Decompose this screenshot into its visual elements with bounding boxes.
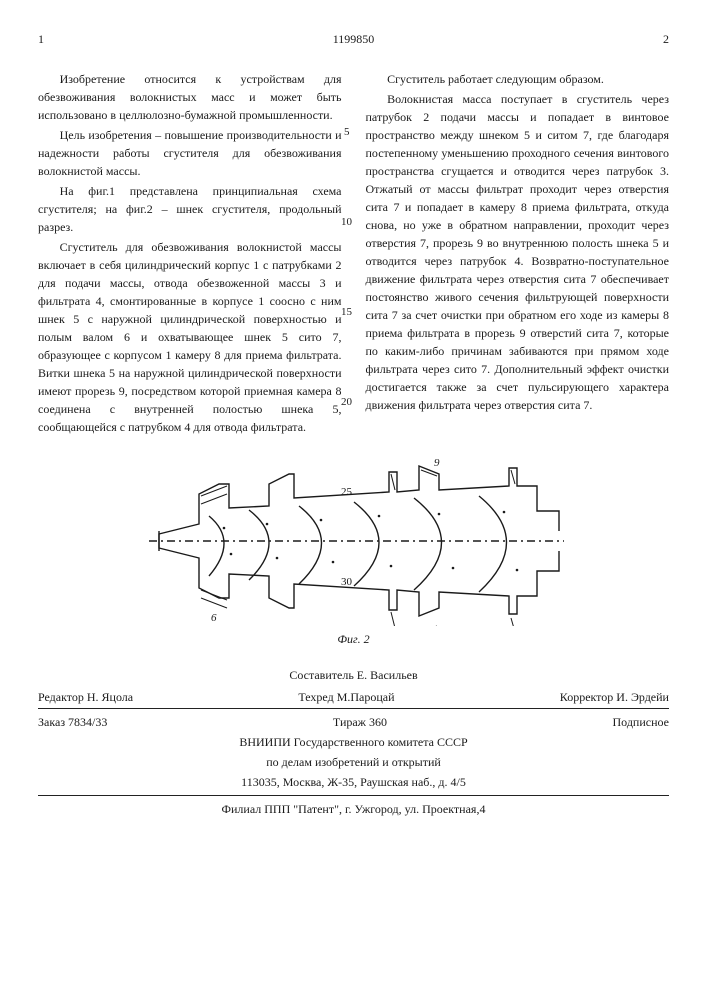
left-p3: На фиг.1 представлена принципиальная схе…	[38, 182, 342, 236]
body-columns: Изобретение относится к устройствам для …	[38, 70, 669, 438]
credits-row-1: Редактор Н. Яцола Техред М.Пароцай Корре…	[38, 684, 669, 706]
line-marker-5: 5	[344, 124, 350, 141]
document-number: 1199850	[333, 30, 375, 48]
left-column-number: 1	[38, 30, 58, 48]
credits-block: Составитель Е. Васильев Редактор Н. Яцол…	[38, 666, 669, 818]
left-p1: Изобретение относится к устройствам для …	[38, 70, 342, 124]
line-marker-25: 25	[341, 484, 352, 501]
left-p2: Цель изобретения – повышение производите…	[38, 126, 342, 180]
compiler-line: Составитель Е. Васильев	[38, 666, 669, 684]
corrector: Корректор И. Эрдейи	[560, 688, 669, 706]
branch-line: Филиал ППП "Патент", г. Ужгород, ул. Про…	[38, 795, 669, 818]
right-column: Сгуститель работает следующим образом. В…	[366, 70, 670, 438]
line-marker-30: 30	[341, 574, 352, 591]
line-marker-15: 15	[341, 304, 352, 321]
right-p1: Сгуститель работает следующим образом.	[366, 70, 670, 88]
address-line: 113035, Москва, Ж-35, Раушская наб., д. …	[38, 773, 669, 791]
figure-label-6: 6	[211, 612, 217, 624]
org-line-2: по делам изобретений и открытий	[38, 753, 669, 771]
figure-label-9: 9	[434, 457, 440, 469]
figure-caption: Фиг. 2	[38, 630, 669, 648]
credits-row-2: Заказ 7834/33 Тираж 360 Подписное	[38, 708, 669, 731]
right-p2: Волокнистая масса поступает в сгуститель…	[366, 90, 670, 414]
left-column: Изобретение относится к устройствам для …	[38, 70, 342, 438]
figure-2-svg: 9 6	[139, 456, 569, 626]
tirage: Тираж 360	[333, 713, 387, 731]
sign: Подписное	[613, 713, 670, 731]
line-marker-20: 20	[341, 394, 352, 411]
editor: Редактор Н. Яцола	[38, 688, 133, 706]
left-p4: Сгуститель для обезвоживания волокнистой…	[38, 238, 342, 436]
org-line-1: ВНИИПИ Государственного комитета СССР	[38, 733, 669, 751]
right-column-number: 2	[649, 30, 669, 48]
line-marker-10: 10	[341, 214, 352, 231]
techred: Техред М.Пароцай	[298, 688, 394, 706]
page-header: 1 1199850 2	[38, 30, 669, 48]
order: Заказ 7834/33	[38, 713, 107, 731]
figure-2: 9 6 Фиг. 2	[38, 456, 669, 648]
